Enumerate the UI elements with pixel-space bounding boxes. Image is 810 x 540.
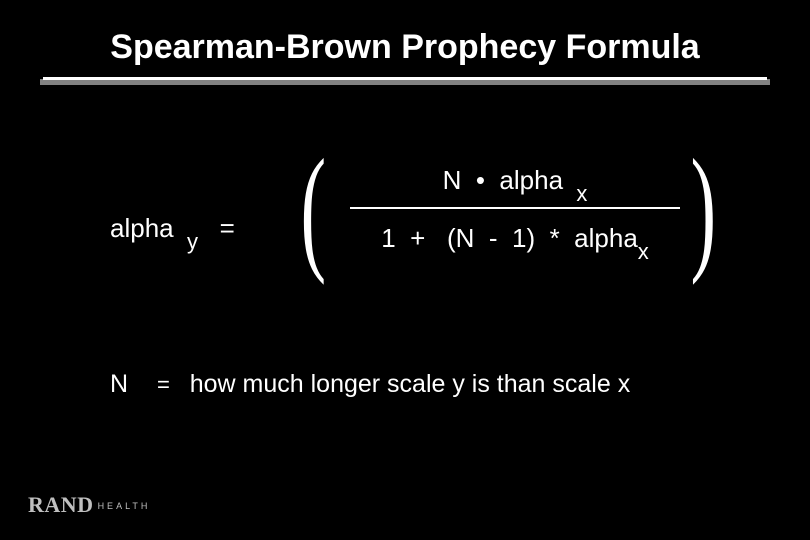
formula: alpha y = ( N • alpha x 1 + (N - 1) * al…	[0, 155, 810, 325]
title-block: Spearman-Brown Prophecy Formula	[0, 0, 810, 85]
def-text: how much longer scale y is than scale x	[190, 370, 631, 398]
fraction: N • alpha x 1 + (N - 1) * alphax	[350, 165, 680, 259]
footer-logo: RAND HEALTH	[28, 492, 150, 518]
title-rule-inner	[43, 77, 767, 80]
lhs-subscript-text: y	[187, 229, 198, 254]
paren-right: )	[690, 139, 716, 279]
den-open: (N	[447, 223, 474, 253]
num-n: N	[443, 165, 462, 195]
den-star: *	[550, 223, 560, 253]
equals-sign: =	[220, 213, 235, 243]
num-sub: x	[570, 181, 587, 206]
den-minus: -	[489, 223, 498, 253]
lhs-alpha: alpha	[110, 213, 174, 243]
slide-title: Spearman-Brown Prophecy Formula	[0, 28, 810, 67]
paren-left: (	[300, 139, 326, 279]
rand-logo: RAND	[28, 492, 94, 517]
title-rule	[40, 79, 770, 85]
lhs-subscript: y	[181, 229, 198, 254]
den-1b: 1)	[512, 223, 535, 253]
def-n: N	[110, 370, 144, 399]
den-plus: +	[410, 223, 425, 253]
definition-row: N = how much longer scale y is than scal…	[110, 370, 630, 399]
denominator: 1 + (N - 1) * alphax	[350, 209, 680, 259]
num-alpha: alpha	[499, 165, 563, 195]
numerator: N • alpha x	[350, 165, 680, 207]
def-eq: =	[157, 372, 170, 397]
num-dot: •	[476, 165, 485, 195]
health-label: HEALTH	[98, 501, 151, 511]
den-alpha: alpha	[574, 223, 638, 253]
den-1: 1	[381, 223, 395, 253]
den-sub-text: x	[638, 239, 649, 264]
num-sub-text: x	[576, 181, 587, 206]
formula-lhs: alpha y =	[110, 213, 235, 249]
den-sub: x	[638, 239, 649, 264]
